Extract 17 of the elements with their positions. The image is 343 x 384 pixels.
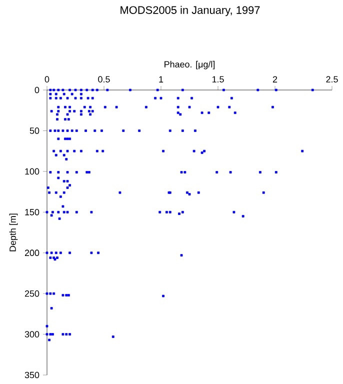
x-tick-label: 0 <box>44 76 50 82</box>
y-axis-title: Depth [m] <box>9 214 18 252</box>
y-tick-label: 0 <box>34 86 40 94</box>
x-tick-label: 2 <box>272 76 278 82</box>
x-tick-label: 2.5 <box>326 76 338 82</box>
y-tick-label: 250 <box>24 290 40 297</box>
x-tick-label: 0.5 <box>98 76 110 82</box>
chart-title: MODS2005 in January, 1997 <box>120 6 260 16</box>
x-tick-label: 1.5 <box>212 76 224 82</box>
y-tick-label: 150 <box>25 208 40 216</box>
x-axis-title: Phaeo. [μg/l] <box>164 60 215 70</box>
y-tick-label: 100 <box>25 168 40 175</box>
y-tick-label: 200 <box>24 250 40 256</box>
y-tick-label: 350 <box>24 372 40 378</box>
y-tick-label: 300 <box>24 331 40 338</box>
y-tick-label: 50 <box>30 128 40 134</box>
x-tick-label: 1 <box>159 76 164 82</box>
